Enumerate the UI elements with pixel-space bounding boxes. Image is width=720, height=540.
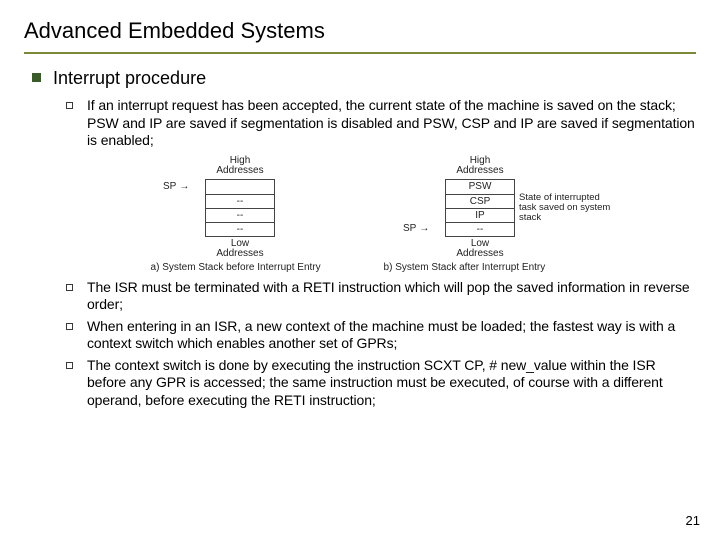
stack-cell: CSP <box>446 194 514 208</box>
stack-cell: -- <box>206 194 274 208</box>
caption-after: b) System Stack after Interrupt Entry <box>359 262 570 273</box>
sp-pointer-left: SP→ <box>163 181 189 192</box>
section-heading-row: Interrupt procedure <box>32 68 696 89</box>
stack-cell: PSW <box>446 180 514 194</box>
list-item: The ISR must be terminated with a RETI i… <box>66 279 696 314</box>
bullet-list: If an interrupt request has been accepte… <box>66 97 696 409</box>
stack-after-panel: High Addresses SP→ State of interrupted … <box>390 156 570 260</box>
stack-cell: -- <box>446 222 514 236</box>
stack-annotation: State of interrupted task saved on syste… <box>519 193 611 224</box>
title-underline <box>24 52 696 54</box>
stack-before-box: -- -- -- <box>205 179 275 237</box>
bullet-text: When entering in an ISR, a new context o… <box>87 318 696 353</box>
bullet-filled-icon <box>32 73 41 82</box>
bullet-text: If an interrupt request has been accepte… <box>87 97 696 150</box>
stack-cell <box>206 180 274 194</box>
page-number: 21 <box>686 513 700 528</box>
list-item: If an interrupt request has been accepte… <box>66 97 696 150</box>
bullet-hollow-icon <box>66 284 73 291</box>
high-addresses-label: High Addresses <box>216 156 263 177</box>
low-addresses-label: Low Addresses <box>456 239 503 260</box>
bullet-text: The ISR must be terminated with a RETI i… <box>87 279 696 314</box>
stack-cell: -- <box>206 208 274 222</box>
stack-diagram: High Addresses SP→ -- -- -- Low Addresse… <box>130 156 570 273</box>
bullet-hollow-icon <box>66 102 73 109</box>
diagram-captions: a) System Stack before Interrupt Entry b… <box>130 262 570 273</box>
list-item: The context switch is done by executing … <box>66 357 696 410</box>
list-item: When entering in an ISR, a new context o… <box>66 318 696 353</box>
high-addresses-label: High Addresses <box>456 156 503 177</box>
caption-before: a) System Stack before Interrupt Entry <box>130 262 341 273</box>
sp-label: SP <box>403 223 416 234</box>
bullet-hollow-icon <box>66 362 73 369</box>
low-addresses-label: Low Addresses <box>216 239 263 260</box>
bullet-text: The context switch is done by executing … <box>87 357 696 410</box>
page-title: Advanced Embedded Systems <box>24 18 696 50</box>
sp-label: SP <box>163 181 176 192</box>
sp-pointer-right: SP→ <box>403 223 429 234</box>
stack-cell: IP <box>446 208 514 222</box>
stack-cell: -- <box>206 222 274 236</box>
stack-before-panel: High Addresses SP→ -- -- -- Low Addresse… <box>130 156 310 260</box>
bullet-hollow-icon <box>66 323 73 330</box>
stack-after-box: PSW CSP IP -- <box>445 179 515 237</box>
section-heading: Interrupt procedure <box>53 68 206 89</box>
